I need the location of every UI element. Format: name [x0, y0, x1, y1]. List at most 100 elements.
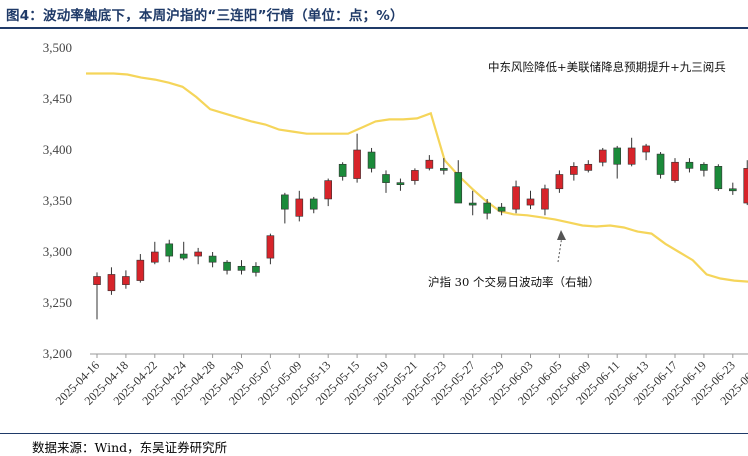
- candle-up: [136, 254, 145, 283]
- candle-up: [526, 190, 535, 210]
- candle-down: [497, 203, 506, 216]
- candle-body: [425, 159, 434, 169]
- candle-body: [107, 274, 116, 292]
- candle-body: [252, 265, 260, 273]
- y-axis-ticks: 3,200 3,250 3,300 3,350 3,400 3,450 3,500: [43, 40, 72, 361]
- candle-up: [555, 170, 564, 193]
- candle-body: [237, 265, 246, 271]
- candle-body: [382, 174, 390, 183]
- candle-down: [613, 145, 622, 179]
- y-tick-label: 3,450: [43, 91, 72, 106]
- y-tick-label: 3,500: [43, 40, 72, 55]
- candle-body: [483, 202, 491, 214]
- candle-body: [439, 168, 448, 171]
- candle-down: [483, 198, 491, 220]
- candle-body: [93, 276, 101, 285]
- top-annotation: 中东风险降低+美联储降息预期提升+九三阅兵: [488, 60, 726, 74]
- candle-body: [151, 251, 159, 263]
- volatility-annotation: 沪指 30 个交易日波动率（右轴）: [428, 275, 599, 289]
- candle-body: [208, 255, 217, 263]
- candle-up: [743, 160, 748, 206]
- candle-down: [714, 164, 723, 191]
- candle-up: [671, 158, 679, 183]
- candle-body: [497, 206, 506, 212]
- candle-body: [671, 161, 679, 181]
- candle-body: [324, 180, 333, 200]
- candle-down: [338, 162, 347, 181]
- candle-body: [468, 202, 477, 206]
- candle-down: [454, 160, 463, 204]
- candle-down: [223, 260, 231, 275]
- candle-up: [353, 133, 361, 183]
- y-tick-label: 3,350: [43, 193, 72, 208]
- candle-body: [685, 161, 694, 169]
- candle-down: [237, 260, 246, 275]
- candle-down: [396, 178, 405, 191]
- candle-up: [266, 233, 275, 265]
- candle-down: [208, 252, 217, 268]
- source-note: 数据来源：Wind，东吴证券研究所: [32, 440, 228, 455]
- candle-body: [598, 149, 607, 163]
- candle-body: [179, 253, 188, 259]
- candle-body: [743, 168, 748, 204]
- candle-body: [512, 186, 520, 210]
- candle-up: [411, 168, 419, 185]
- candle-body: [295, 198, 304, 217]
- candle-body: [353, 149, 361, 179]
- x-axis-ticks: 2025-04-162025-04-182025-04-222025-04-24…: [53, 354, 748, 408]
- annotation-arrow-head: [557, 230, 566, 240]
- candle-body: [223, 261, 231, 271]
- candle-up: [93, 272, 101, 320]
- candle-up: [295, 190, 304, 222]
- candle-body: [194, 251, 202, 257]
- candle-down: [728, 182, 737, 195]
- candle-down: [439, 158, 448, 175]
- candle-down: [700, 162, 708, 177]
- candle-body: [367, 151, 376, 169]
- candle-body: [584, 163, 593, 171]
- candle-body: [165, 243, 174, 257]
- candle-body: [613, 147, 622, 165]
- candle-body: [555, 174, 564, 190]
- candle-up: [324, 178, 333, 207]
- candle-up: [194, 247, 202, 265]
- candle-body: [570, 166, 578, 175]
- y-tick-label: 3,250: [43, 295, 72, 310]
- candle-up: [627, 137, 636, 167]
- candle-up: [425, 155, 434, 171]
- candle-body: [309, 198, 318, 210]
- y-tick-label: 3,300: [43, 244, 72, 259]
- candle-up: [107, 267, 116, 295]
- candle-down: [382, 170, 390, 193]
- candle-down: [165, 239, 174, 263]
- title-rule: [0, 27, 748, 29]
- candle-down: [685, 158, 694, 173]
- candle-up: [151, 241, 159, 265]
- candle-down: [309, 196, 318, 214]
- candle-up: [584, 160, 593, 173]
- candle-body: [627, 147, 636, 165]
- candle-down: [367, 147, 376, 173]
- candle-body: [136, 259, 145, 281]
- candle-body: [411, 170, 419, 181]
- candle-body: [728, 188, 737, 192]
- candle-down: [252, 262, 260, 277]
- candle-down: [281, 192, 289, 224]
- annotation-arrow-line: [557, 235, 563, 263]
- candle-body: [454, 172, 463, 204]
- footer-rule: [0, 433, 748, 434]
- candle-up: [541, 184, 549, 216]
- candle-up: [598, 147, 607, 167]
- candle-body: [338, 163, 347, 177]
- candle-body: [266, 235, 275, 259]
- candle-body: [526, 198, 535, 206]
- volatility-line: [86, 72, 748, 283]
- candle-body: [642, 145, 650, 153]
- candle-up: [642, 143, 650, 161]
- candle-body: [281, 194, 289, 210]
- candle-up: [122, 270, 130, 289]
- candle-up: [570, 162, 578, 181]
- candle-down: [179, 241, 188, 261]
- candle-body: [122, 276, 130, 285]
- candlestick-chart: 3,200 3,250 3,300 3,350 3,400 3,450 3,500 2025…: [43, 40, 748, 408]
